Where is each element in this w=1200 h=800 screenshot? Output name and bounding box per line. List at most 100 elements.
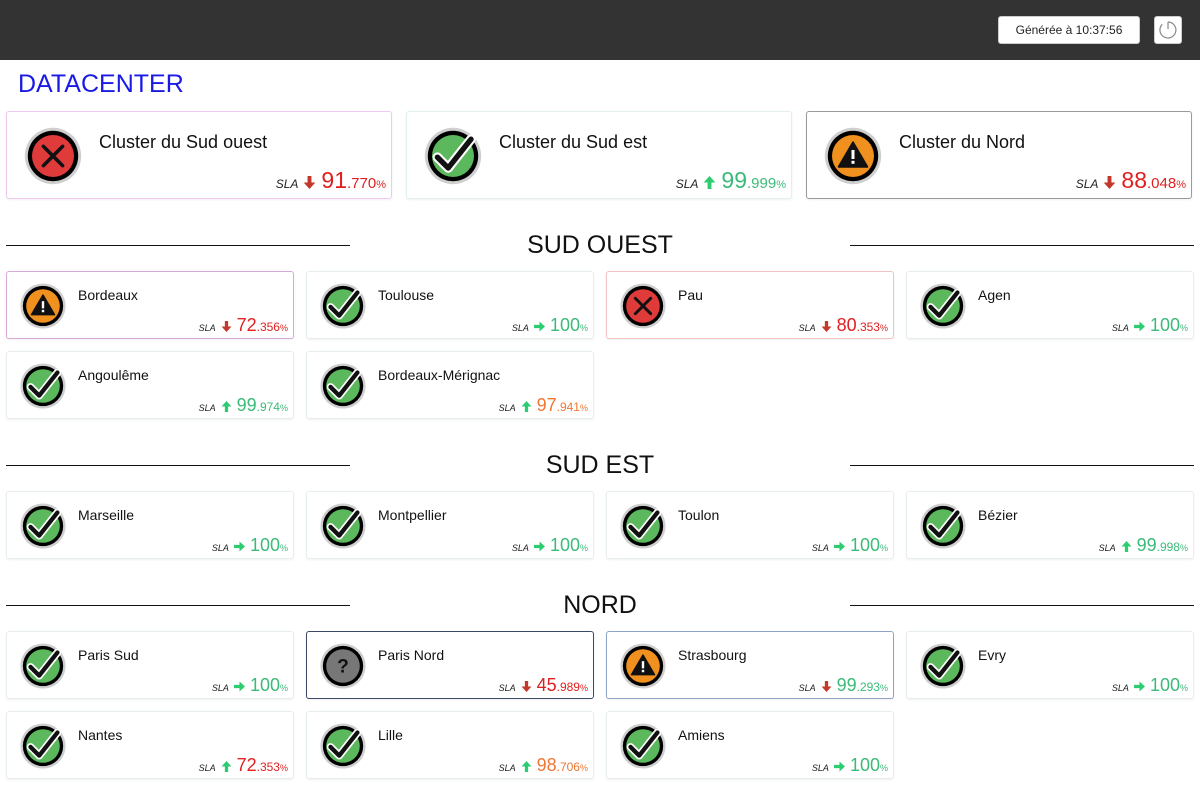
divider-line [850,245,1194,246]
trend-right-arrow-icon [233,540,245,552]
sla-integer: 99 [236,395,257,415]
power-button[interactable] [1154,16,1182,44]
sla-decimal: .989 [556,680,580,694]
sla-label: SLA [511,323,529,333]
sla-percent: % [579,403,588,413]
card-name: Strasbourg [678,647,747,663]
trend-down-arrow-icon [1103,174,1116,189]
sla-integer: 100 [1149,315,1180,335]
error-icon [619,282,667,330]
cluster-card-cluster-du-sud-ouest[interactable]: Cluster du Sud ouest SLA 91.770% [6,111,392,199]
sla-label: SLA [275,177,299,191]
site-card-toulon[interactable]: Toulon SLA 100% [606,491,894,559]
sla-value: SLA 100% [512,536,588,554]
card-name: Montpellier [378,507,447,523]
sla-decimal: .293 [856,680,880,694]
sla-percent: % [376,179,386,191]
site-card-agen[interactable]: Agen SLA 100% [906,271,1194,339]
divider-line [850,465,1194,466]
sla-integer: 100 [249,535,280,555]
sla-integer: 99 [721,167,748,193]
trend-right-arrow-icon [533,320,545,332]
trend-up-arrow-icon [521,400,532,412]
site-card-paris-nord[interactable]: ? Paris Nord SLA 45.989% [306,631,594,699]
trend-down-arrow-icon [221,320,232,332]
card-name: Bézier [978,507,1018,523]
trend-right-arrow-icon [1133,680,1145,692]
sla-integer: 100 [849,535,880,555]
sla-label: SLA [1075,177,1099,191]
sla-label: SLA [675,177,699,191]
site-card-montpellier[interactable]: Montpellier SLA 100% [306,491,594,559]
trend-down-arrow-icon [821,680,832,692]
svg-text:?: ? [337,657,349,678]
sla-value: SLA 100% [512,316,588,334]
site-card-angouleme[interactable]: Angoulême SLA 99.974% [6,351,294,419]
warning-icon [619,642,667,690]
sla-value: SLA 100% [212,536,288,554]
site-card-pau[interactable]: Pau SLA 80.353% [606,271,894,339]
sla-value: SLA 99.999% [676,169,786,192]
trend-up-arrow-icon [1121,540,1132,552]
sla-value: SLA 45.989% [499,676,588,694]
check-icon [619,502,667,550]
section-header-sud-est: SUD EST [0,450,1200,480]
sla-label: SLA [498,763,516,773]
section-header-sud-ouest: SUD OUEST [0,230,1200,260]
sla-percent: % [776,179,786,191]
sla-label: SLA [811,543,829,553]
sla-label: SLA [211,683,229,693]
sla-label: SLA [198,323,216,333]
check-icon [919,642,967,690]
trend-right-arrow-icon [533,540,545,552]
card-name: Toulon [678,507,720,523]
sla-label: SLA [798,323,816,333]
card-name: Angoulême [78,367,149,383]
sla-percent: % [279,683,288,693]
sla-label: SLA [511,543,529,553]
card-name: Agen [978,287,1011,303]
trend-up-arrow-icon [703,174,716,189]
sla-integer: 99 [836,675,857,695]
check-icon [619,722,667,770]
site-card-paris-sud[interactable]: Paris Sud SLA 100% [6,631,294,699]
site-card-bordeaux[interactable]: Bordeaux SLA 72.356% [6,271,294,339]
divider-line [6,605,350,606]
sla-integer: 88 [1121,167,1148,193]
sla-integer: 80 [836,315,857,335]
card-name: Paris Sud [78,647,139,663]
card-name: Bordeaux-Mérignac [378,367,501,383]
site-card-toulouse[interactable]: Toulouse SLA 100% [306,271,594,339]
site-card-bezier[interactable]: Bézier SLA 99.998% [906,491,1194,559]
site-card-strasbourg[interactable]: Strasbourg SLA 99.293% [606,631,894,699]
cluster-card-cluster-du-sud-est[interactable]: Cluster du Sud est SLA 99.999% [406,111,792,199]
site-card-bordeaux-merignac[interactable]: Bordeaux-Mérignac SLA 97.941% [306,351,594,419]
check-icon [319,722,367,770]
sla-value: SLA 88.048% [1076,169,1186,192]
cluster-card-cluster-du-nord[interactable]: Cluster du Nord SLA 88.048% [806,111,1192,199]
sla-percent: % [279,763,288,773]
generated-time-button[interactable]: Générée à 10:37:56 [998,16,1140,44]
trend-right-arrow-icon [833,540,845,552]
site-card-amiens[interactable]: Amiens SLA 100% [606,711,894,779]
sla-label: SLA [498,683,516,693]
sla-value: SLA 72.356% [199,316,288,334]
sla-decimal: .999 [747,175,777,192]
site-card-lille[interactable]: Lille SLA 98.706% [306,711,594,779]
sla-integer: 98 [536,755,557,775]
sla-label: SLA [498,403,516,413]
site-card-evry[interactable]: Evry SLA 100% [906,631,1194,699]
sla-label: SLA [211,543,229,553]
check-icon [19,722,67,770]
check-icon [919,502,967,550]
sla-value: SLA 100% [1112,316,1188,334]
trend-down-arrow-icon [303,174,316,189]
sla-decimal: .356 [256,320,280,334]
card-name: Pau [678,287,703,303]
sla-value: SLA 99.998% [1099,536,1188,554]
sla-decimal: .770 [347,175,377,192]
site-card-nantes[interactable]: Nantes SLA 72.353% [6,711,294,779]
card-name: Toulouse [378,287,435,303]
sla-percent: % [879,323,888,333]
site-card-marseille[interactable]: Marseille SLA 100% [6,491,294,559]
